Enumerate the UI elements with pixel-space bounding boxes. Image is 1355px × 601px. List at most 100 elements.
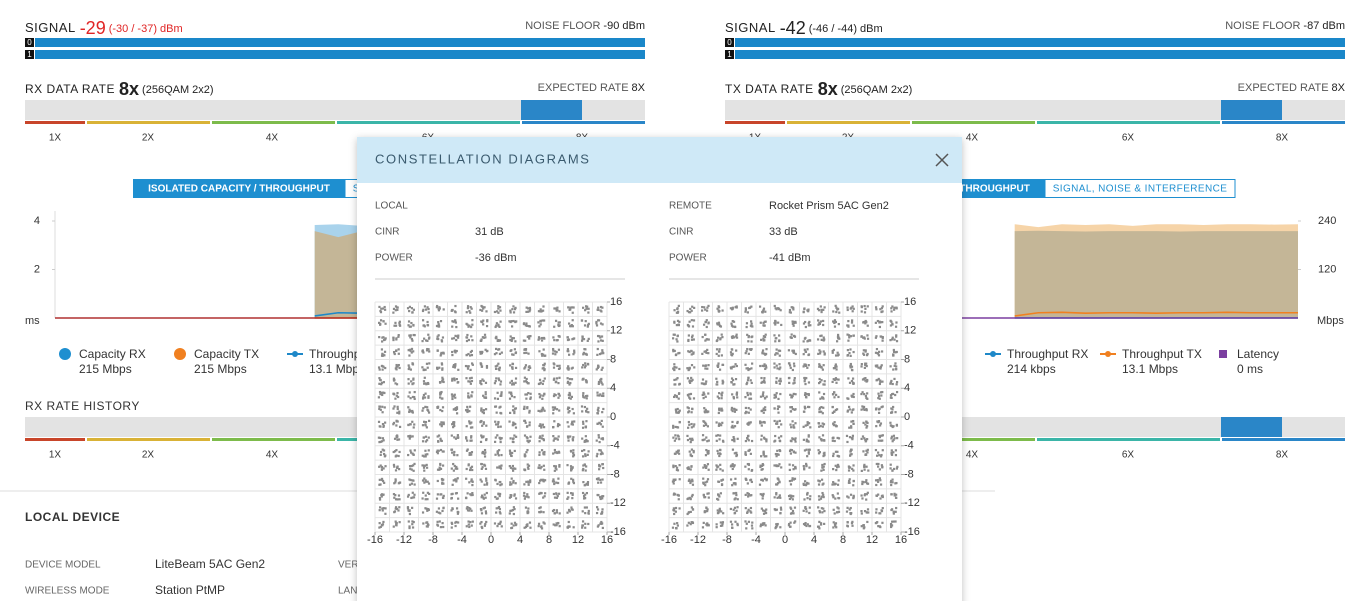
point-sample <box>865 449 868 452</box>
point-sample <box>394 506 398 509</box>
point-sample <box>677 304 680 307</box>
tab-label[interactable]: ISOLATED CAPACITY / THROUGHPUT <box>148 184 330 195</box>
point-sample <box>773 334 776 337</box>
point-sample <box>705 436 708 439</box>
constellation-point <box>393 320 402 327</box>
point-sample <box>527 366 530 369</box>
point-sample <box>791 464 795 467</box>
point-sample <box>566 338 570 342</box>
point-sample <box>881 434 884 437</box>
point-sample <box>863 366 866 369</box>
point-sample <box>846 308 849 312</box>
point-sample <box>407 378 410 381</box>
point-sample <box>759 420 762 423</box>
constellation-point <box>596 406 605 415</box>
point-sample <box>889 339 892 342</box>
point-sample <box>690 411 693 414</box>
constellation-point <box>581 362 590 369</box>
point-sample <box>778 494 781 497</box>
constellation-point <box>421 507 430 514</box>
point-sample <box>582 395 585 399</box>
point-sample <box>744 352 747 355</box>
point-sample <box>879 483 883 486</box>
point-sample <box>498 406 501 409</box>
point-sample <box>557 477 560 480</box>
point-sample <box>584 526 587 529</box>
point-sample <box>553 363 556 366</box>
constellation-point <box>702 319 710 329</box>
point-sample <box>863 304 866 308</box>
point-sample <box>889 522 893 526</box>
constellation-point <box>817 506 826 514</box>
point-sample <box>691 483 695 486</box>
point-sample <box>581 437 584 440</box>
point-sample <box>465 336 469 339</box>
point-sample <box>529 526 532 529</box>
tab[interactable] <box>1044 179 1236 198</box>
point-sample <box>848 436 852 439</box>
point-sample <box>702 477 705 480</box>
point-sample <box>704 339 707 342</box>
point-sample <box>805 507 808 510</box>
constellation-point <box>392 493 401 501</box>
tab-active[interactable] <box>133 179 345 198</box>
point-sample <box>762 309 765 312</box>
point-sample <box>567 525 570 528</box>
point-sample <box>542 521 545 524</box>
point-sample <box>750 381 753 385</box>
point-sample <box>864 377 867 380</box>
point-sample <box>894 325 898 328</box>
close-button[interactable] <box>935 153 949 167</box>
constellation-point <box>732 491 739 501</box>
point-sample <box>881 439 884 442</box>
point-sample <box>396 411 399 414</box>
point-sample <box>805 393 808 396</box>
point-sample <box>553 393 556 396</box>
point-sample <box>585 482 588 486</box>
point-sample <box>721 391 724 394</box>
point-sample <box>676 407 679 411</box>
point-sample <box>557 348 561 351</box>
point-sample <box>835 526 838 529</box>
point-sample <box>557 492 561 495</box>
tab-label[interactable]: SIGNAL, NOISE & INTERFERENCE <box>1053 184 1228 195</box>
point-sample <box>381 493 384 497</box>
point-sample <box>464 409 468 412</box>
point-sample <box>834 377 838 380</box>
point-sample <box>538 481 541 485</box>
point-sample <box>557 422 560 426</box>
point-sample <box>439 320 443 323</box>
point-sample <box>572 455 575 458</box>
point-sample <box>719 448 722 452</box>
chain-id: 1 <box>27 50 32 59</box>
constellation-point <box>759 363 768 371</box>
point-sample <box>874 479 878 482</box>
point-sample <box>789 366 792 369</box>
point-sample <box>497 377 500 380</box>
point-sample <box>601 349 604 352</box>
constellation-point <box>774 522 782 530</box>
point-sample <box>820 495 823 498</box>
point-sample <box>891 425 894 429</box>
point-sample <box>484 336 487 339</box>
point-sample <box>484 451 487 454</box>
constellation-point <box>847 377 855 385</box>
expected-rate: EXPECTED RATE 8X <box>538 82 646 94</box>
point-sample <box>587 337 590 340</box>
point-sample <box>438 307 441 310</box>
constellation-point <box>435 448 445 455</box>
field-value: LiteBeam 5AC Gen2 <box>155 557 265 571</box>
point-sample <box>571 420 574 423</box>
constellation-point <box>553 319 561 328</box>
point-sample <box>586 481 590 484</box>
constellation-point <box>701 391 710 400</box>
point-sample <box>497 311 500 314</box>
point-sample <box>495 497 498 500</box>
point-sample <box>677 494 680 497</box>
point-sample <box>877 480 880 483</box>
constellation-point <box>378 493 385 501</box>
point-sample <box>438 468 441 471</box>
point-sample <box>408 525 411 528</box>
point-sample <box>817 319 820 322</box>
point-sample <box>735 391 739 394</box>
